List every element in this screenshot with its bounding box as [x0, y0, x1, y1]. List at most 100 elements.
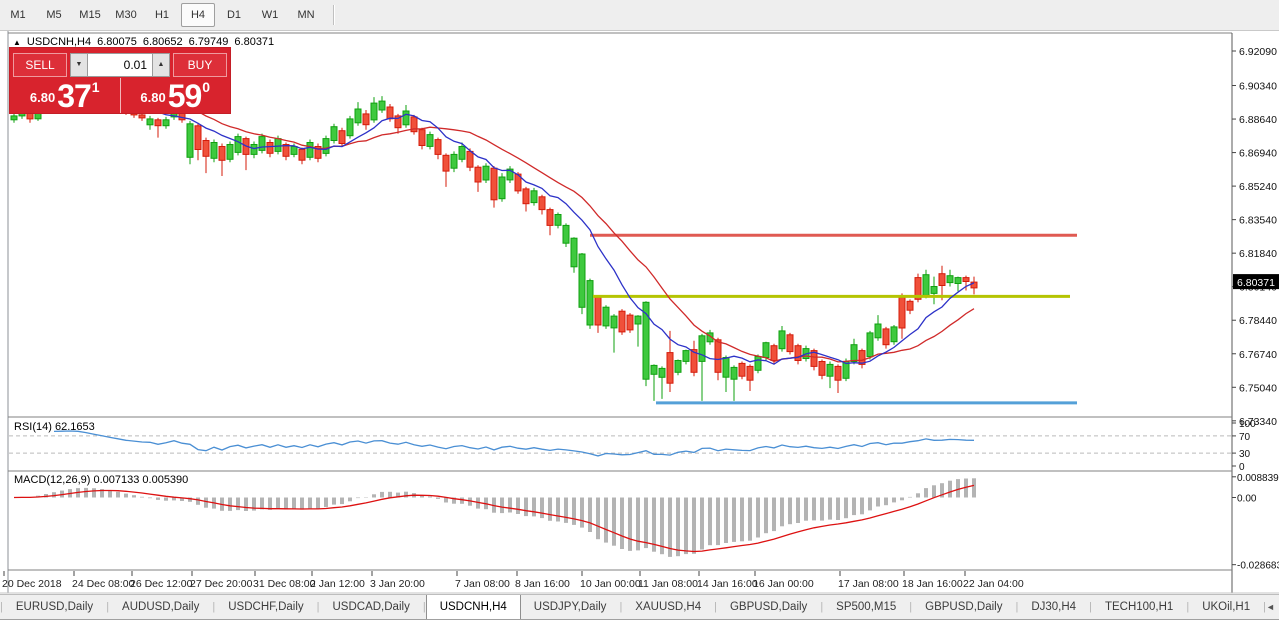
macd-label: MACD(12,26,9) 0.007133 0.005390 — [14, 474, 189, 486]
tab-separator: | — [909, 601, 913, 613]
symbol-tab-10[interactable]: DJ30,H4 — [1031, 601, 1077, 613]
candle-body — [666, 352, 674, 384]
candle-body — [818, 361, 826, 376]
timeframe-button-h1[interactable]: H1 — [154, 9, 170, 21]
time-axis-label: 2 Jan 12:00 — [310, 578, 365, 590]
buy-price-big: 59 — [167, 78, 203, 114]
candle-body — [290, 146, 298, 155]
sell-price-big: 37 — [57, 78, 92, 114]
candle-body — [410, 116, 418, 133]
candle-body — [970, 281, 978, 289]
symbol-tab-11[interactable]: TECH100,H1 — [1104, 601, 1174, 613]
time-axis-label: 11 Jan 08:00 — [638, 578, 698, 590]
symbol-tab-7[interactable]: GBPUSD,Daily — [729, 601, 808, 613]
candle-body — [778, 330, 786, 350]
price-axis-label: 6.90340 — [1239, 81, 1277, 93]
candle-body — [394, 115, 402, 129]
candle-body — [858, 350, 866, 365]
price-axis-label: 6.85240 — [1239, 181, 1277, 193]
symbol-tab-9[interactable]: GBPUSD,Daily — [925, 601, 1003, 613]
candle-body — [458, 146, 466, 160]
volume-increase-icon[interactable]: ▲ — [152, 52, 170, 77]
symbol-tab-4[interactable]: USDCNH,H4 — [425, 595, 521, 619]
sell-button[interactable]: SELL — [13, 52, 67, 77]
symbol-tab-6[interactable]: XAUUSD,H4 — [635, 601, 702, 613]
candle-body — [866, 332, 874, 358]
price-axis-label: 6.76740 — [1239, 349, 1277, 361]
candle-body — [786, 334, 794, 353]
sell-price-int: 6.80 — [29, 90, 56, 105]
tab-separator: | — [422, 601, 426, 613]
rsi-line — [53, 430, 975, 457]
ohlc-low: 6.79749 — [188, 36, 229, 48]
timeframe-button-mn[interactable]: MN — [297, 9, 315, 21]
buy-button[interactable]: BUY — [173, 52, 227, 77]
candle-body — [466, 150, 474, 168]
candle-body — [658, 367, 666, 378]
candle-body — [714, 339, 722, 373]
candle-body — [794, 345, 802, 362]
candle-body — [322, 138, 330, 154]
tab-separator: | — [619, 601, 623, 613]
tabs-scroll-left-icon[interactable]: ◄ — [1265, 602, 1275, 612]
candle-body — [930, 286, 938, 294]
macd-axis-label: 0.008839 — [1237, 473, 1279, 484]
current-price-label: 6.80371 — [1237, 277, 1275, 289]
volume-decrease-icon[interactable]: ▼ — [70, 52, 88, 77]
candle-body — [938, 273, 946, 287]
candle-body — [482, 165, 490, 181]
candle-body — [10, 115, 18, 121]
time-axis-label: 24 Dec 08:00 — [72, 578, 135, 590]
volume-input[interactable]: 0.01 — [88, 52, 152, 77]
candle-body — [914, 277, 922, 300]
timeframe-button-d1[interactable]: D1 — [226, 9, 242, 21]
candle-body — [690, 349, 698, 373]
tab-separator: | — [316, 601, 320, 613]
candle-body — [234, 136, 242, 153]
candle-body — [594, 296, 602, 326]
tab-separator: | — [1015, 601, 1019, 613]
candle-body — [874, 323, 882, 339]
symbol-tab-8[interactable]: SP500,M15 — [836, 601, 897, 613]
buy-price-sup: 0 — [202, 79, 211, 95]
candle-body — [498, 176, 506, 200]
ohlc-high: 6.80652 — [142, 36, 183, 48]
symbol-tab-12[interactable]: UKOil,H1 — [1202, 601, 1251, 613]
time-axis-label: 16 Jan 00:00 — [753, 578, 814, 590]
symbol-tab-2[interactable]: USDCHF,Daily — [228, 601, 304, 613]
candle-body — [722, 357, 730, 378]
time-axis-label: 7 Jan 08:00 — [455, 578, 510, 590]
timeframe-button-m1[interactable]: M1 — [10, 9, 26, 21]
rsi-axis-label: 100 — [1239, 419, 1256, 430]
candle-body — [402, 110, 410, 126]
time-axis-label: 8 Jan 16:00 — [515, 578, 570, 590]
candle-body — [898, 296, 906, 329]
symbol-tab-3[interactable]: USDCAD,Daily — [332, 601, 410, 613]
candle-body — [770, 345, 778, 362]
timeframe-button-m30[interactable]: M30 — [115, 9, 137, 21]
tab-separator: | — [714, 601, 717, 613]
candle-body — [746, 365, 754, 381]
candle-body — [194, 125, 202, 151]
time-axis-label: 3 Jan 20:00 — [370, 578, 425, 590]
timeframe-button-m15[interactable]: M15 — [79, 9, 101, 21]
timeframe-button-w1[interactable]: W1 — [261, 9, 279, 21]
tab-separator: | — [820, 601, 824, 613]
timeframe-button-h4[interactable]: H4 — [181, 3, 215, 27]
buy-price[interactable]: 6.80 59 0 — [121, 78, 231, 113]
symbol-tab-0[interactable]: EURUSD,Daily — [15, 601, 94, 613]
symbol-tab-5[interactable]: USDJPY,Daily — [533, 601, 607, 613]
candle-body — [602, 306, 610, 327]
candle-body — [146, 118, 154, 126]
candle-body — [826, 363, 834, 377]
candle-body — [154, 119, 162, 127]
timeframe-button-m5[interactable]: M5 — [46, 9, 62, 21]
candle-body — [634, 315, 642, 325]
symbol-tab-1[interactable]: AUDUSD,Daily — [122, 601, 200, 613]
one-click-trading-panel: SELL ▼ 0.01 ▲ BUY 6.80 37 1 6.80 59 0 — [10, 48, 230, 113]
candle-body — [946, 275, 954, 284]
candle-body — [642, 301, 650, 380]
candle-body — [210, 142, 218, 159]
sell-price[interactable]: 6.80 37 1 — [10, 78, 121, 113]
